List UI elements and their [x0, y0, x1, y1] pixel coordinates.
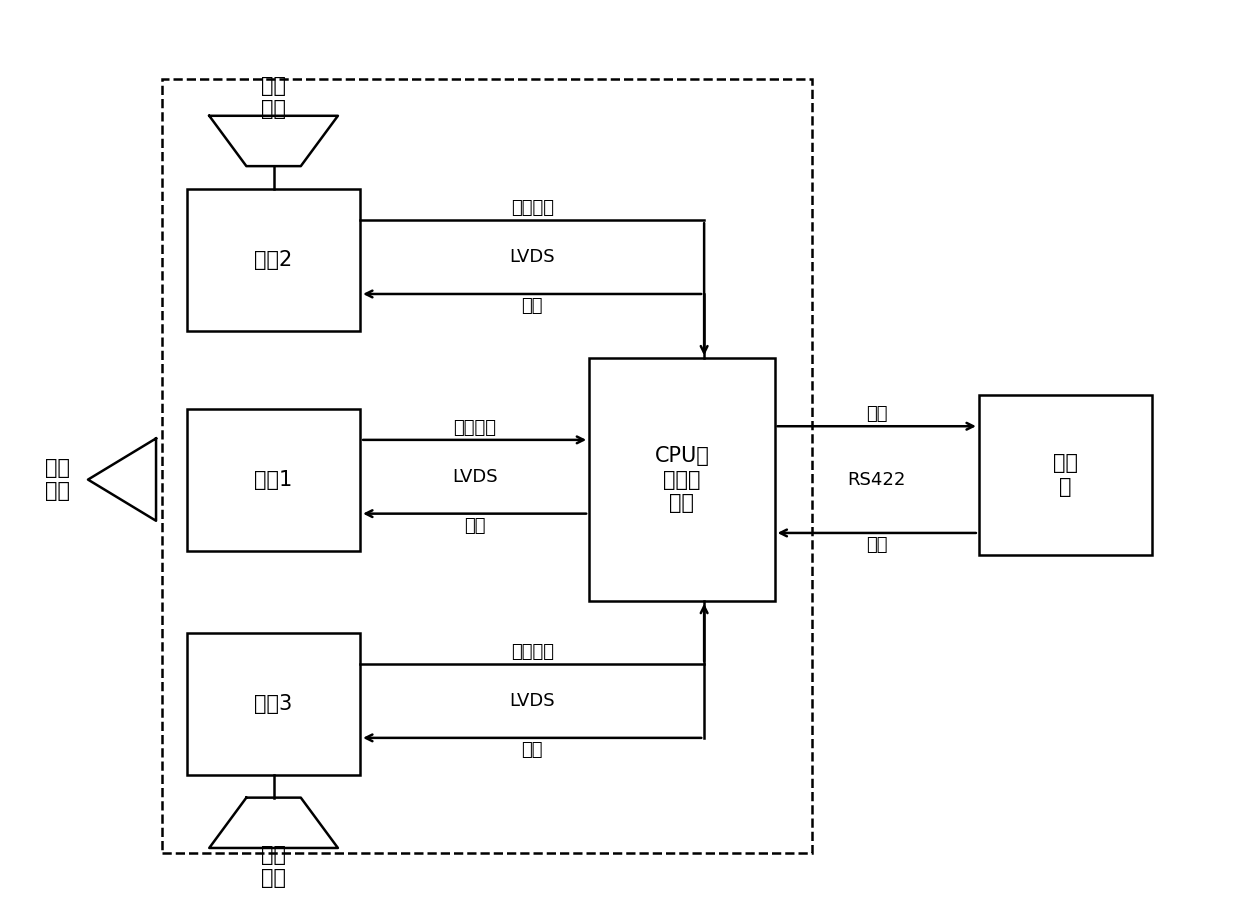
Text: LVDS: LVDS	[510, 248, 556, 266]
Bar	[589, 358, 775, 601]
Text: 星像坐标: 星像坐标	[511, 199, 553, 218]
Text: 星光
信号: 星光 信号	[262, 76, 286, 119]
Bar	[187, 409, 360, 551]
Text: 指令: 指令	[521, 297, 543, 315]
Text: LVDS: LVDS	[510, 692, 556, 710]
Text: CPU数
据处理
模块: CPU数 据处理 模块	[655, 446, 709, 513]
Text: 指令: 指令	[866, 536, 888, 554]
Bar	[162, 79, 812, 853]
Bar	[187, 189, 360, 330]
Text: 星光
信号: 星光 信号	[45, 458, 69, 501]
Text: LVDS: LVDS	[451, 468, 497, 486]
Text: 上位
机: 上位 机	[1053, 453, 1078, 497]
Text: 姿态: 姿态	[866, 406, 888, 423]
Text: 星像坐标: 星像坐标	[511, 644, 553, 661]
Text: 指令: 指令	[521, 741, 543, 759]
Bar	[187, 633, 360, 775]
Text: 星像坐标: 星像坐标	[453, 419, 496, 437]
Text: 指令: 指令	[464, 517, 485, 534]
Text: RS422: RS422	[847, 471, 906, 488]
Text: 星光
信号: 星光 信号	[262, 845, 286, 888]
Bar	[978, 395, 1152, 555]
Text: 探头3: 探头3	[254, 694, 293, 714]
Text: 探头1: 探头1	[254, 470, 293, 489]
Text: 探头2: 探头2	[254, 250, 293, 270]
